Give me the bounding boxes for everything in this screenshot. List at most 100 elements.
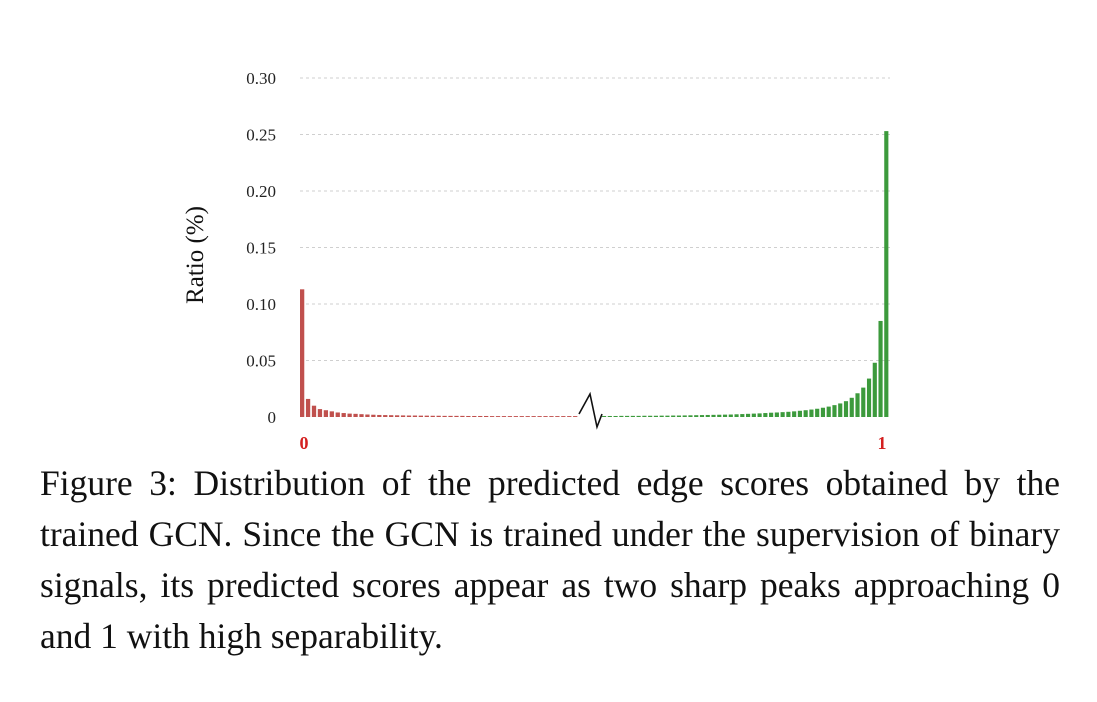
bar: [855, 393, 860, 417]
bar: [478, 415, 483, 417]
bar: [861, 387, 866, 417]
bar: [602, 415, 607, 417]
bar: [728, 414, 733, 417]
bar: [519, 416, 524, 417]
bar: [484, 415, 489, 417]
bar: [820, 407, 826, 417]
bar: [613, 415, 618, 417]
bar: [746, 413, 751, 417]
bar: [335, 412, 340, 417]
bar: [573, 416, 578, 417]
bar: [377, 414, 382, 417]
bar: [430, 415, 435, 417]
bar: [525, 416, 530, 417]
bar: [815, 408, 820, 417]
bar: [809, 409, 814, 417]
bar: [400, 415, 406, 417]
bar: [648, 415, 653, 417]
bar: [642, 415, 647, 417]
bar: [872, 362, 877, 417]
bar: [630, 415, 635, 417]
bar: [659, 415, 664, 417]
bar: [711, 414, 716, 417]
bar: [774, 412, 779, 417]
bar: [682, 415, 687, 417]
axis-break-mark: [578, 391, 603, 430]
bar: [653, 415, 658, 417]
bar: [531, 416, 536, 417]
bar: [305, 398, 311, 417]
bar: [676, 415, 682, 417]
score-distribution-chart: 0 0.05 0.10 0.15 0.20 0.25 0.30 Ratio (%) 0 1: [182, 69, 890, 450]
bar: [406, 415, 412, 417]
bar: [803, 410, 808, 417]
bar: [412, 415, 418, 417]
y-tick-label: 0.15: [246, 239, 276, 258]
bar: [780, 412, 785, 417]
y-tick-label: 0.10: [246, 295, 276, 314]
bar: [625, 415, 630, 417]
bar: [884, 131, 889, 418]
bar: [797, 410, 802, 417]
bar: [495, 416, 501, 417]
x-end-label-left: 0: [300, 433, 309, 450]
bar: [607, 415, 612, 417]
bar: [537, 416, 542, 417]
x-end-label-right: 1: [878, 433, 887, 450]
bar: [567, 416, 572, 417]
bar: [671, 415, 676, 417]
y-tick-label: 0.20: [246, 182, 276, 201]
left-bar-group: [300, 289, 578, 417]
figure-caption: Figure 3: Distribution of the predicted …: [40, 463, 1060, 656]
bar: [472, 415, 477, 417]
bar: [389, 415, 394, 417]
bar: [424, 415, 429, 417]
bar: [722, 414, 728, 417]
bar: [786, 411, 791, 417]
bar: [838, 403, 843, 417]
bar: [383, 415, 388, 417]
bar: [832, 405, 837, 417]
bar: [549, 416, 554, 417]
y-axis-label: Ratio (%): [182, 206, 209, 304]
bar: [705, 414, 710, 417]
bar: [769, 412, 774, 417]
bar: [688, 415, 693, 417]
bar: [878, 320, 883, 417]
bar: [543, 416, 548, 417]
bar: [843, 401, 849, 417]
bar: [394, 415, 400, 417]
bar: [740, 414, 745, 417]
y-tick-label: 0.25: [246, 126, 276, 145]
y-tick-label: 0.30: [246, 69, 276, 88]
bar: [311, 405, 317, 417]
bar: [341, 413, 346, 417]
bar: [561, 416, 566, 417]
bar: [717, 414, 722, 417]
bar: [371, 414, 376, 417]
bar: [792, 411, 797, 417]
bar: [665, 415, 670, 417]
bar: [757, 413, 762, 417]
bar: [763, 413, 768, 417]
bar: [436, 415, 441, 417]
bar: [513, 416, 518, 417]
bar: [866, 378, 872, 417]
bar: [347, 413, 352, 417]
y-tick-label: 0.05: [246, 352, 276, 371]
bar: [501, 416, 507, 417]
bar: [826, 406, 831, 417]
bar: [694, 415, 699, 417]
bar: [418, 415, 423, 417]
bar: [466, 415, 471, 417]
bar: [365, 414, 370, 417]
bar: [317, 409, 323, 417]
bar: [454, 415, 459, 417]
y-tick-labels: 0 0.05 0.10 0.15 0.20 0.25 0.30: [246, 69, 276, 427]
bar: [507, 416, 513, 417]
bar: [636, 415, 641, 417]
bar: [329, 411, 334, 417]
bar: [359, 414, 364, 417]
bar: [323, 410, 329, 417]
bar: [619, 415, 624, 417]
